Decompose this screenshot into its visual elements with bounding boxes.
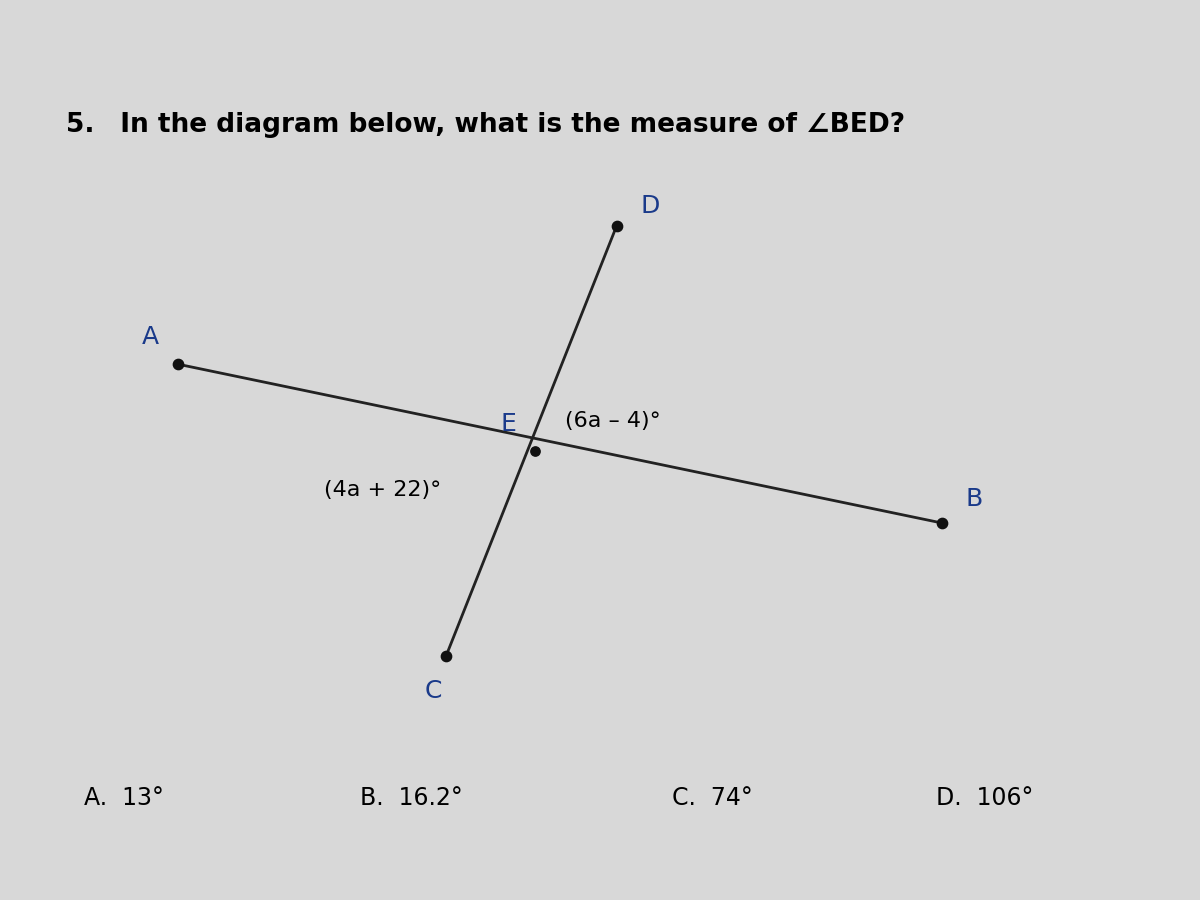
Point [526,444,545,458]
Text: E: E [500,412,516,436]
Point [932,516,952,530]
Text: B.  16.2°: B. 16.2° [360,786,463,810]
Text: B: B [966,487,983,510]
Text: (4a + 22)°: (4a + 22)° [324,480,442,500]
Text: In the diagram below, what is the measure of ∠BED?: In the diagram below, what is the measur… [102,112,905,139]
Point [168,357,187,372]
Text: D: D [641,194,660,218]
Text: A.  13°: A. 13° [84,786,164,810]
Text: A: A [142,325,158,349]
Point [607,219,626,233]
Text: C.  74°: C. 74° [672,786,752,810]
Text: D.  106°: D. 106° [936,786,1033,810]
Text: 5.: 5. [66,112,95,139]
Point [437,649,456,663]
Text: (6a – 4)°: (6a – 4)° [565,410,660,431]
Text: C: C [425,679,442,703]
